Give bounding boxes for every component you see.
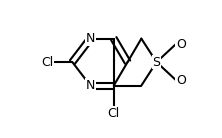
- Text: Cl: Cl: [41, 56, 53, 69]
- Text: N: N: [86, 79, 95, 92]
- Text: O: O: [176, 38, 186, 51]
- Text: Cl: Cl: [108, 107, 120, 120]
- Text: N: N: [86, 32, 95, 45]
- Text: S: S: [153, 56, 161, 69]
- Text: O: O: [176, 74, 186, 87]
